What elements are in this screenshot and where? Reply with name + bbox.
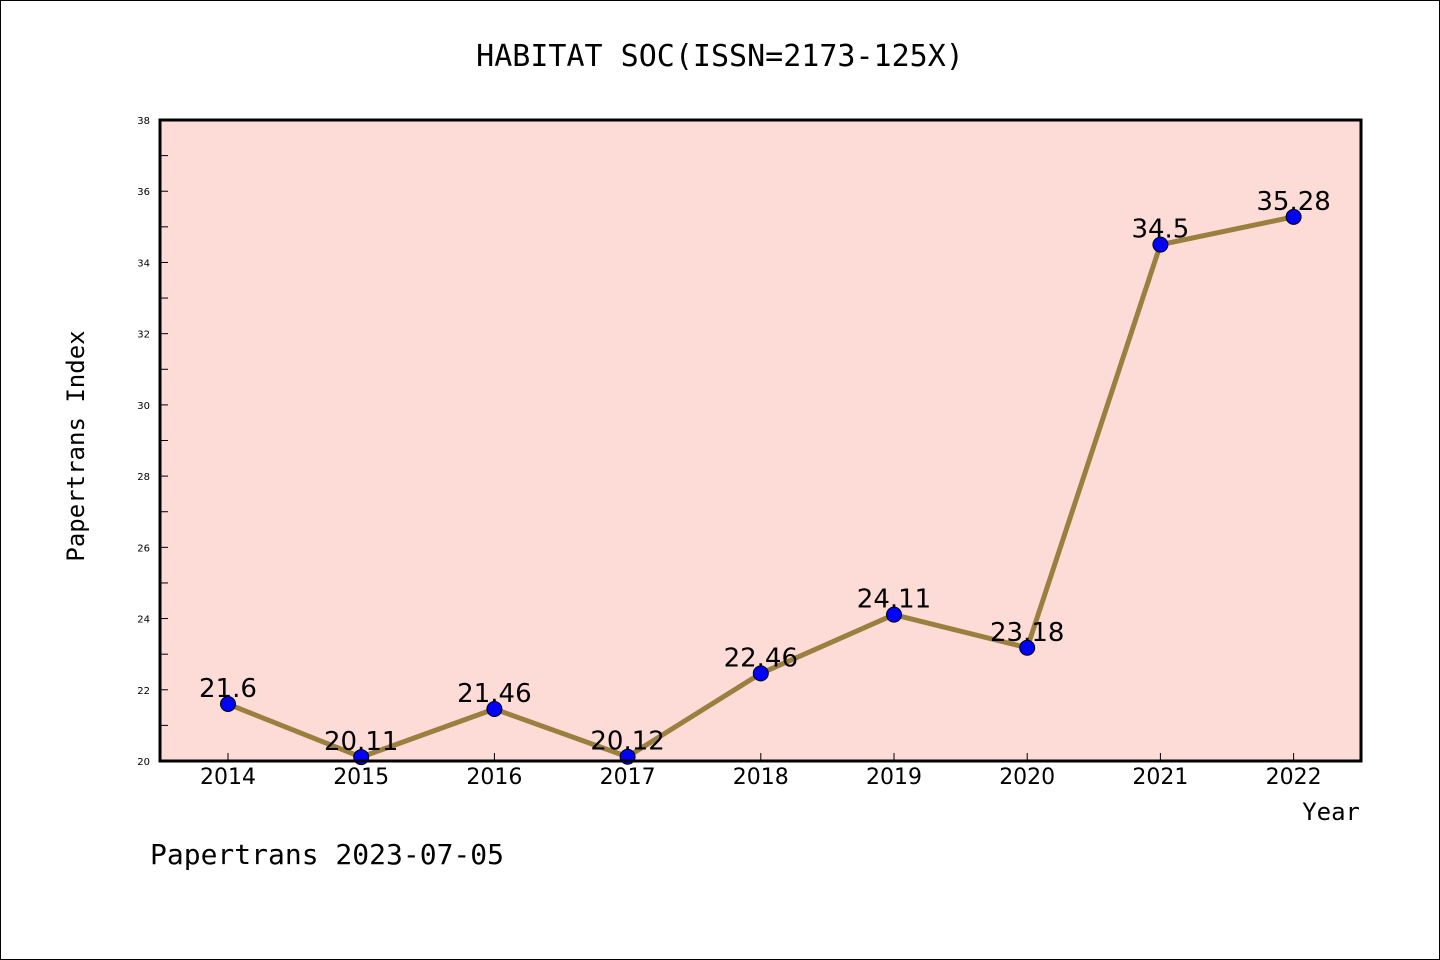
footer-text: Papertrans 2023-07-05 (150, 838, 504, 871)
y-tick-label: 20 (137, 757, 150, 768)
data-label: 20.12 (590, 727, 664, 757)
y-tick-label: 28 (137, 472, 150, 483)
x-tick-label: 2016 (466, 765, 522, 790)
y-tick-label: 26 (137, 543, 150, 554)
x-tick-label: 2017 (600, 765, 656, 790)
y-tick-label: 34 (137, 258, 150, 269)
x-tick-label: 2019 (866, 765, 922, 790)
chart-title: HABITAT SOC(ISSN=2173-125X) (476, 39, 964, 74)
y-tick-label: 22 (137, 686, 150, 697)
plot-area (160, 120, 1361, 761)
plot-border (158, 118, 1363, 763)
data-label: 20.11 (324, 727, 398, 757)
data-label: 21.46 (457, 679, 531, 709)
x-tick-label: 2015 (333, 765, 389, 790)
x-tick-label: 2014 (200, 765, 256, 790)
data-label: 23.18 (990, 618, 1064, 648)
y-tick-label: 32 (137, 330, 150, 341)
data-point (220, 696, 236, 713)
data-point (1152, 236, 1169, 253)
x-tick-label: 2018 (733, 765, 789, 790)
data-point (486, 701, 503, 718)
data-label: 22.46 (724, 643, 798, 673)
data-label: 24.11 (857, 585, 931, 615)
y-tick-label: 24 (137, 615, 150, 626)
x-tick-label: 2021 (1132, 765, 1188, 790)
data-labels: 21.6 20.11 21.46 20.12 22.46 24.11 23.18 34.5 35… (199, 187, 1331, 757)
data-point (1285, 208, 1302, 225)
data-point (752, 665, 769, 682)
data-label: 35.28 (1256, 187, 1330, 217)
x-axis-label: Year (1302, 798, 1360, 826)
data-point (1019, 639, 1036, 656)
data-label: 21.6 (199, 674, 257, 704)
y-tick-label: 38 (137, 116, 150, 127)
x-tick-label: 2020 (999, 765, 1055, 790)
y-axis: 20 22 24 26 28 30 32 34 36 38 (137, 116, 168, 768)
data-label: 34.5 (1131, 215, 1189, 245)
y-tick-label: 36 (137, 187, 150, 198)
x-tick-label: 2022 (1266, 765, 1322, 790)
y-axis-label: Papertrans Index (62, 330, 90, 561)
y-tick-label: 30 (137, 401, 150, 412)
data-point (886, 606, 902, 623)
x-axis: 2014 2015 2016 2017 2018 2019 2020 2021 2022 (200, 753, 1322, 790)
